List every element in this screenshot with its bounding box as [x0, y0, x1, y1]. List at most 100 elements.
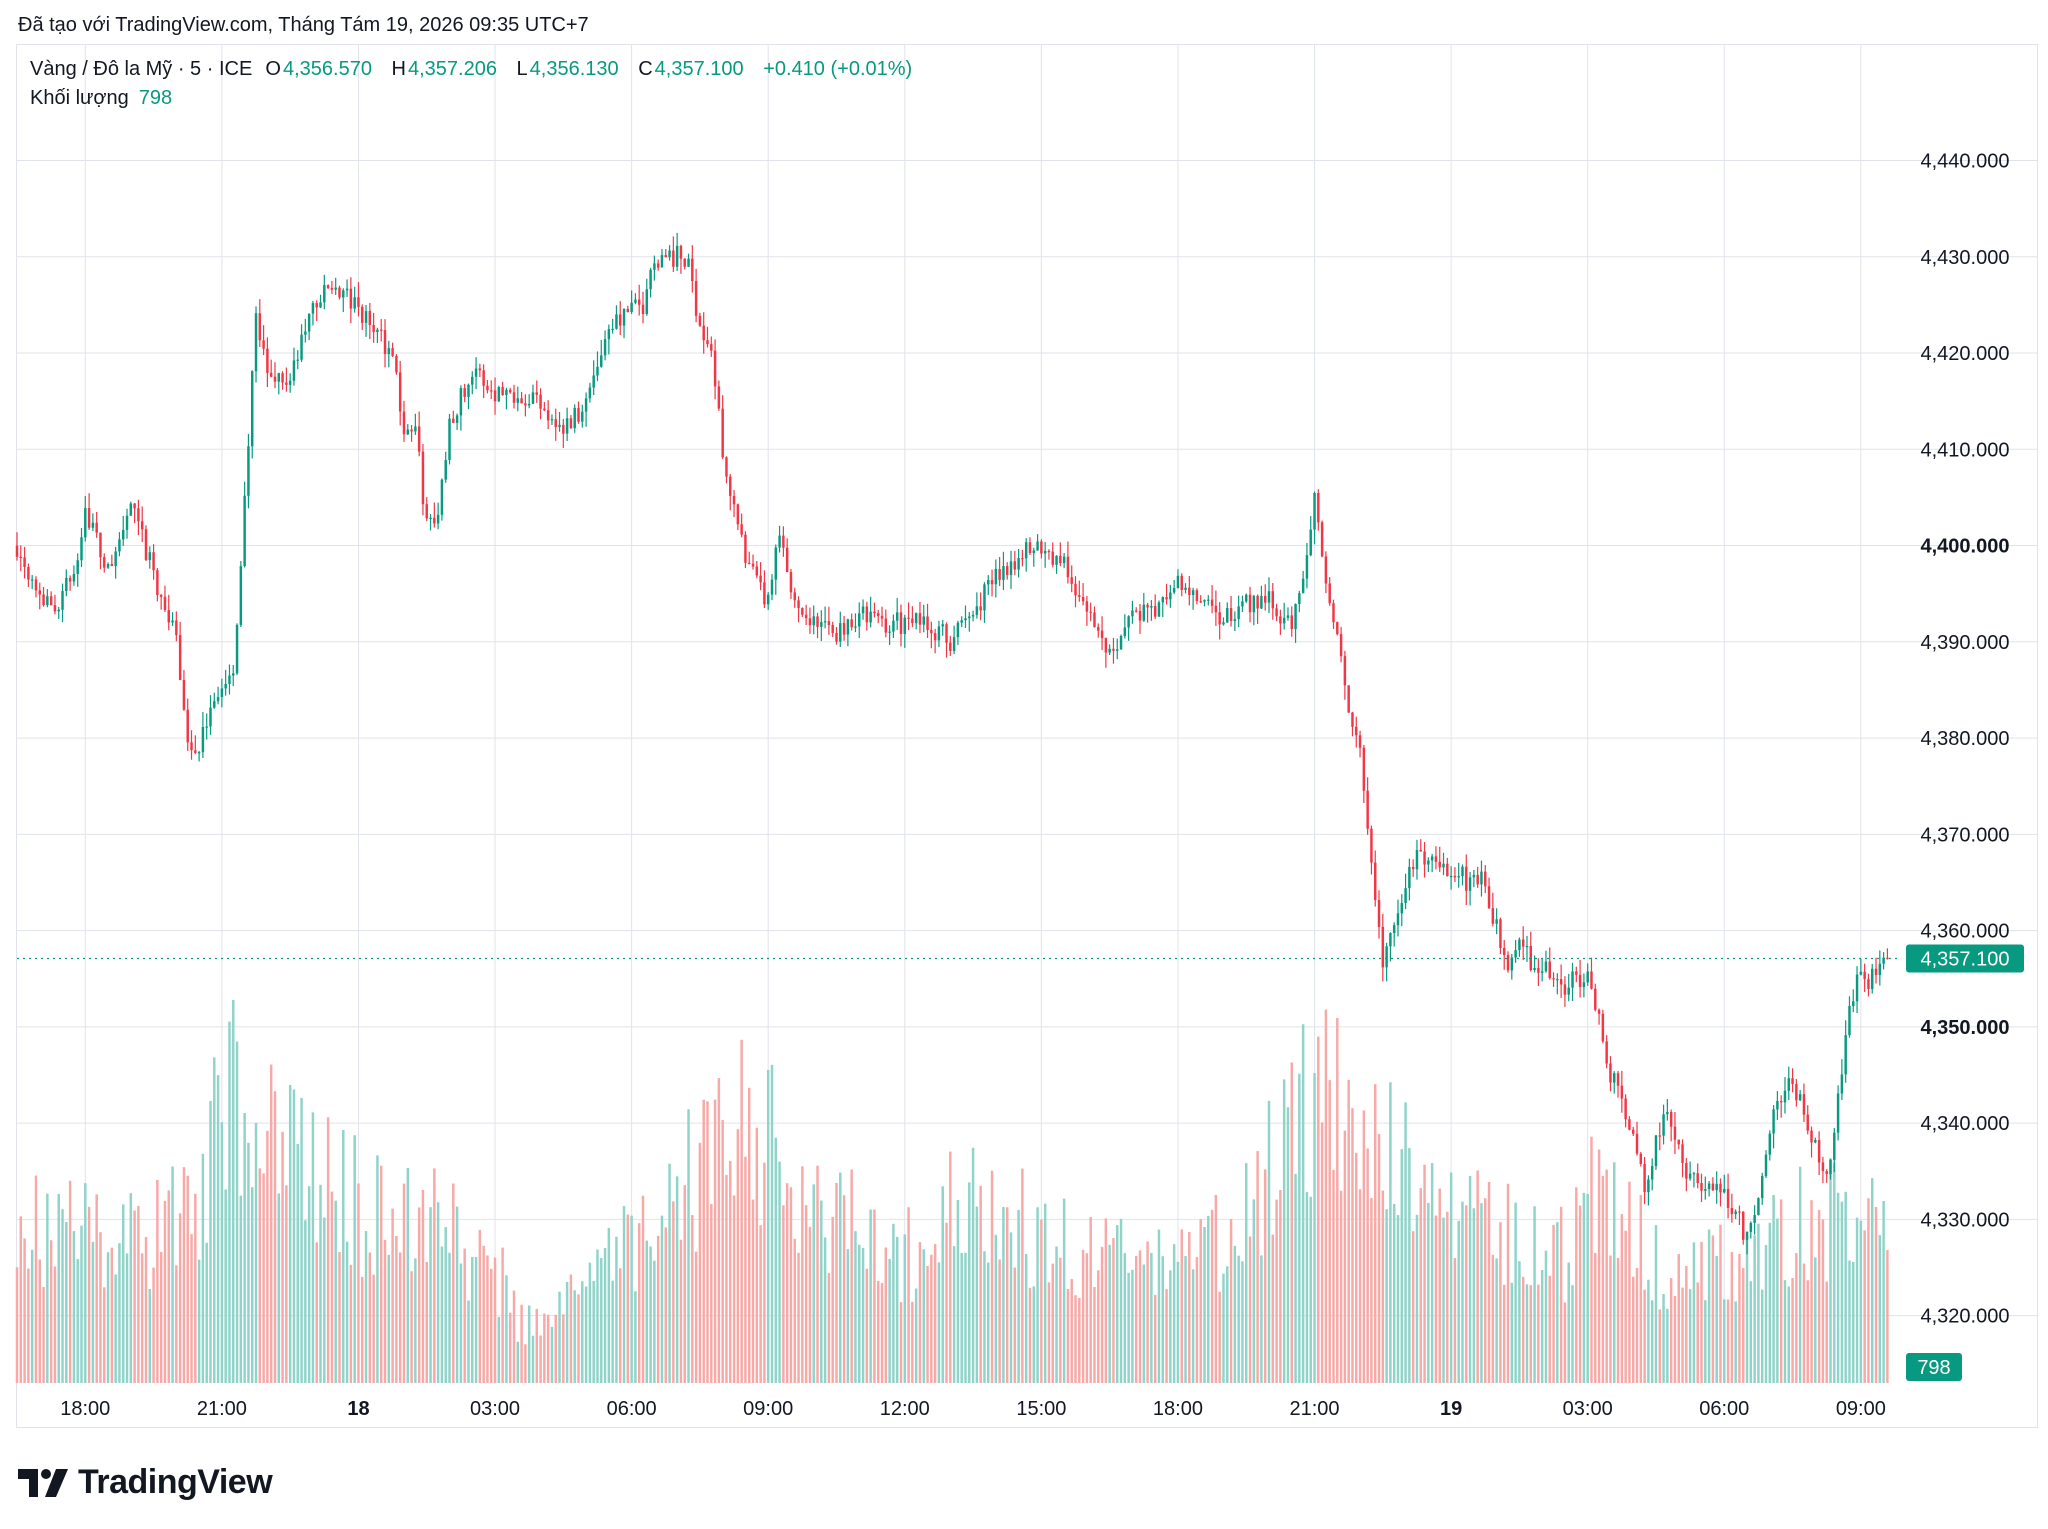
grid-lines: [17, 45, 2038, 1383]
volume-bar: [1207, 1215, 1210, 1383]
candles: [15, 232, 1889, 1255]
candle-body: [1886, 957, 1889, 959]
candle-body: [1195, 590, 1199, 602]
candle-body: [53, 605, 57, 612]
candle-body: [1430, 856, 1434, 861]
candle-body: [1021, 558, 1024, 560]
volume-bar: [87, 1206, 91, 1383]
candle-body: [1358, 735, 1362, 748]
symbol-label[interactable]: Vàng / Đô la Mỹ · 5 · ICE: [30, 58, 253, 80]
volume-bar: [455, 1206, 459, 1383]
volume-bar: [698, 1142, 702, 1383]
volume-bar: [1245, 1163, 1248, 1383]
open-label: O: [265, 58, 281, 80]
volume-bar: [53, 1266, 57, 1383]
candle-body: [880, 615, 884, 619]
candle-body: [524, 403, 527, 406]
volume-bar: [1525, 1284, 1529, 1383]
volume-bar: [1855, 1217, 1859, 1383]
candle-body: [1017, 558, 1020, 570]
volume-bar: [990, 1170, 994, 1383]
volume-bar: [197, 1259, 201, 1383]
candle-body: [342, 290, 345, 298]
candle-body: [27, 567, 30, 580]
volume-bar: [1108, 1244, 1111, 1383]
candle-body: [672, 250, 675, 267]
candle-body: [1427, 860, 1430, 865]
volume-bar: [1867, 1198, 1870, 1383]
y-tick-label: 4,390.000: [1921, 632, 2010, 654]
volume-bar: [1616, 1257, 1620, 1383]
candle-body: [892, 620, 895, 632]
candle-body: [429, 517, 432, 519]
candle-body: [1764, 1154, 1768, 1176]
volume-bar: [1624, 1230, 1627, 1383]
candle-body: [1700, 1182, 1703, 1191]
candle-body: [1631, 1129, 1635, 1134]
candle-body: [1214, 605, 1218, 613]
volume-bar: [391, 1208, 394, 1383]
candle-body: [76, 560, 79, 574]
candle-body: [626, 308, 630, 313]
candle-body: [816, 616, 819, 627]
volume-bar: [1438, 1188, 1441, 1383]
volume-bar: [372, 1274, 375, 1383]
volume-bar: [239, 1195, 243, 1383]
candle-body: [1237, 606, 1240, 620]
tradingview-logo[interactable]: TradingView: [18, 1463, 273, 1502]
volume-bar: [266, 1130, 269, 1383]
candle-body: [1123, 627, 1127, 636]
candle-body: [797, 600, 800, 609]
volume-bar: [941, 1186, 944, 1383]
volume-bar: [1594, 1252, 1597, 1383]
candle-body: [611, 328, 614, 331]
volume-bar: [1142, 1264, 1146, 1383]
volume-bar: [884, 1247, 888, 1383]
volume-bar: [1802, 1263, 1806, 1383]
candle-body: [1419, 850, 1422, 852]
volume-bar: [1852, 1262, 1855, 1383]
volume-bar: [508, 1312, 512, 1383]
candle-body: [793, 592, 796, 601]
candle-body: [706, 340, 709, 345]
volume-bar: [357, 1183, 360, 1383]
candle-body: [186, 709, 189, 743]
volume-bar: [414, 1258, 417, 1383]
candle-body: [406, 429, 410, 435]
candle-body: [660, 255, 664, 268]
volume-bar: [766, 1069, 770, 1383]
candle-body: [1411, 866, 1415, 870]
volume-bar: [1320, 1122, 1324, 1383]
volume-bar: [1214, 1194, 1218, 1383]
candle-body: [656, 263, 660, 268]
volume-bar: [368, 1252, 372, 1383]
candle-body: [732, 495, 736, 505]
volume-bar: [588, 1262, 592, 1383]
candle-body: [1814, 1140, 1817, 1143]
candle-body: [1537, 967, 1540, 973]
candle-body: [1305, 555, 1309, 579]
candle-body: [95, 522, 98, 533]
volume-bar: [1863, 1230, 1866, 1383]
candle-body: [1005, 566, 1009, 575]
volume-bar: [983, 1251, 986, 1383]
candle-body: [1298, 593, 1301, 604]
volume-bar: [1726, 1299, 1730, 1383]
volume-bar: [436, 1202, 440, 1383]
volume-label[interactable]: Khối lượng: [30, 87, 129, 109]
volume-bar: [209, 1100, 212, 1383]
candle-body: [603, 339, 607, 356]
candle-body: [1085, 601, 1089, 612]
candle-body: [1821, 1162, 1825, 1172]
volume-bar: [30, 1249, 34, 1383]
candle-body: [65, 577, 68, 592]
candle-body: [596, 366, 599, 376]
chart-frame[interactable]: [16, 44, 2038, 1428]
x-tick-label: 06:00: [607, 1398, 657, 1420]
volume-bar: [774, 1137, 778, 1383]
volume-bar: [247, 1142, 250, 1383]
volume-bar: [637, 1223, 641, 1383]
volume-bar: [1062, 1198, 1066, 1383]
candle-body: [1146, 604, 1149, 608]
